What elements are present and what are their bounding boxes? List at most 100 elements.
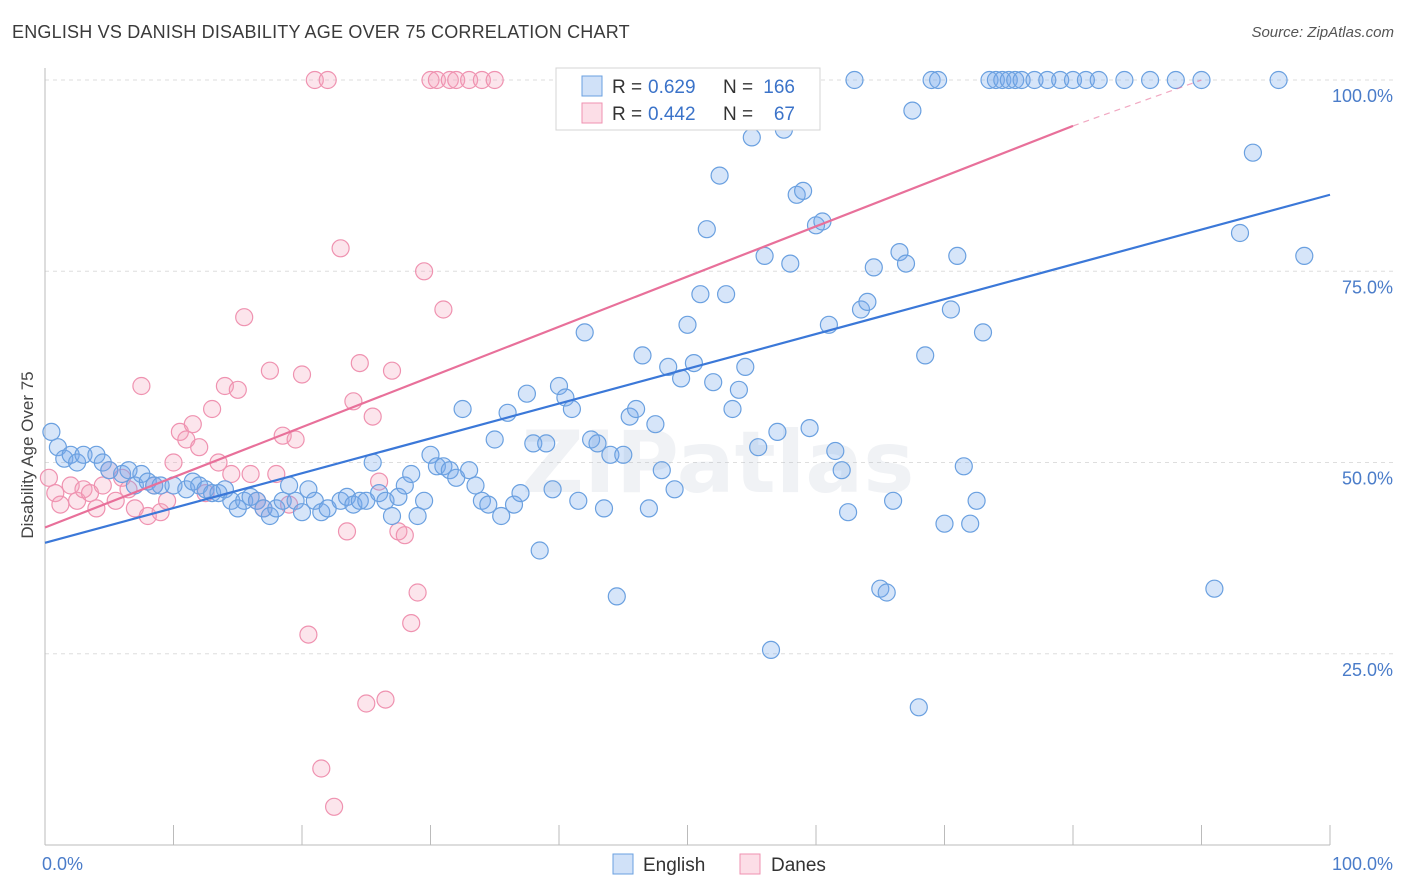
english-point bbox=[781, 254, 800, 273]
english-point bbox=[761, 640, 781, 660]
english-point bbox=[697, 220, 716, 239]
english-point bbox=[402, 464, 421, 484]
english-point bbox=[639, 499, 659, 518]
english-point bbox=[967, 491, 986, 510]
danes-point bbox=[222, 464, 241, 484]
english-point bbox=[517, 384, 537, 403]
english-point bbox=[466, 476, 485, 495]
english-point bbox=[1243, 143, 1263, 162]
y-tick-label-3: 100.0% bbox=[1332, 86, 1393, 106]
english-point bbox=[1006, 70, 1025, 90]
english-point bbox=[267, 499, 286, 518]
english-point bbox=[935, 514, 954, 533]
english-point bbox=[601, 445, 620, 464]
english-point bbox=[973, 323, 993, 342]
english-point bbox=[1230, 223, 1250, 243]
danes-points bbox=[39, 70, 504, 816]
english-point bbox=[749, 438, 768, 457]
danes-point bbox=[164, 453, 183, 472]
axes bbox=[44, 68, 1331, 846]
danes-point bbox=[93, 476, 112, 495]
english-point bbox=[569, 491, 588, 510]
english-point bbox=[247, 491, 267, 510]
english-point bbox=[858, 292, 877, 311]
english-point bbox=[941, 300, 961, 319]
english-point bbox=[877, 583, 896, 602]
english-point bbox=[537, 434, 556, 453]
english-point bbox=[1076, 70, 1096, 90]
series-legend: English Danes bbox=[612, 853, 826, 876]
english-point bbox=[620, 407, 639, 426]
english-point bbox=[549, 376, 569, 396]
danes-trend-extension bbox=[1072, 79, 1202, 127]
y-tick-labels: 25.0% 50.0% 75.0% 100.0% bbox=[1332, 86, 1393, 680]
danes-point bbox=[228, 380, 247, 399]
english-point bbox=[999, 70, 1018, 90]
y-tick-label-0: 25.0% bbox=[1342, 660, 1393, 680]
english-point bbox=[890, 243, 909, 262]
english-point bbox=[800, 419, 819, 438]
english-point bbox=[607, 587, 626, 606]
english-point bbox=[961, 514, 980, 533]
bottom-legend-swatch-english bbox=[612, 853, 634, 875]
english-point bbox=[742, 128, 761, 147]
legend-r-value-danes: 0.442 bbox=[648, 104, 696, 125]
danes-point bbox=[203, 399, 222, 419]
english-point bbox=[1140, 70, 1160, 90]
english-point bbox=[1269, 70, 1288, 90]
english-point bbox=[350, 491, 369, 510]
danes-point bbox=[472, 70, 491, 90]
y-tick-label-2: 75.0% bbox=[1342, 277, 1393, 297]
legend-r-label-english: R = bbox=[612, 77, 642, 98]
legend-n-label-english: N = bbox=[723, 77, 753, 98]
danes-point bbox=[299, 625, 318, 644]
watermark-text: ZIPatlas bbox=[522, 413, 915, 513]
english-point bbox=[479, 495, 498, 514]
legend-n-label-danes: N = bbox=[723, 104, 753, 125]
danes-point bbox=[286, 430, 305, 449]
danes-point bbox=[395, 526, 414, 545]
english-point bbox=[594, 499, 614, 518]
english-point bbox=[851, 300, 871, 319]
english-point bbox=[421, 445, 440, 464]
danes-point bbox=[408, 583, 427, 602]
danes-point bbox=[421, 70, 440, 90]
english-point bbox=[588, 434, 607, 453]
english-point bbox=[408, 506, 427, 526]
danes-point bbox=[235, 308, 254, 327]
english-point bbox=[896, 254, 916, 273]
legend-n-value-danes: 67 bbox=[774, 104, 795, 125]
english-point bbox=[659, 357, 678, 376]
stats-legend: R = 0.629 N = 166 R = 0.442 N = 67 bbox=[555, 67, 821, 131]
english-point bbox=[704, 373, 723, 392]
danes-point bbox=[241, 464, 260, 484]
danes-point bbox=[51, 495, 70, 514]
english-point bbox=[1089, 70, 1108, 90]
danes-point bbox=[183, 415, 202, 434]
english-point bbox=[768, 422, 787, 441]
danes-point bbox=[402, 613, 421, 633]
english-point bbox=[903, 101, 922, 120]
bottom-legend-danes: Danes bbox=[771, 855, 826, 876]
english-point bbox=[524, 434, 543, 453]
danes-point bbox=[427, 70, 446, 90]
english-point bbox=[736, 357, 755, 376]
english-point bbox=[228, 499, 247, 518]
danes-point bbox=[312, 759, 331, 778]
danes-point bbox=[331, 239, 350, 258]
danes-point bbox=[357, 694, 376, 713]
english-point bbox=[838, 503, 858, 522]
english-point bbox=[460, 461, 479, 480]
english-point bbox=[389, 487, 408, 506]
x-tick-label-min: 0.0% bbox=[42, 854, 83, 874]
danes-point bbox=[325, 797, 344, 816]
english-point bbox=[1063, 70, 1083, 90]
english-point bbox=[845, 70, 864, 90]
english-point bbox=[530, 541, 549, 560]
legend-swatch-english bbox=[581, 75, 603, 97]
danes-point bbox=[460, 70, 479, 90]
english-point bbox=[543, 480, 562, 499]
english-point bbox=[633, 346, 652, 365]
english-point bbox=[710, 166, 729, 185]
danes-trend-line bbox=[44, 124, 1074, 529]
